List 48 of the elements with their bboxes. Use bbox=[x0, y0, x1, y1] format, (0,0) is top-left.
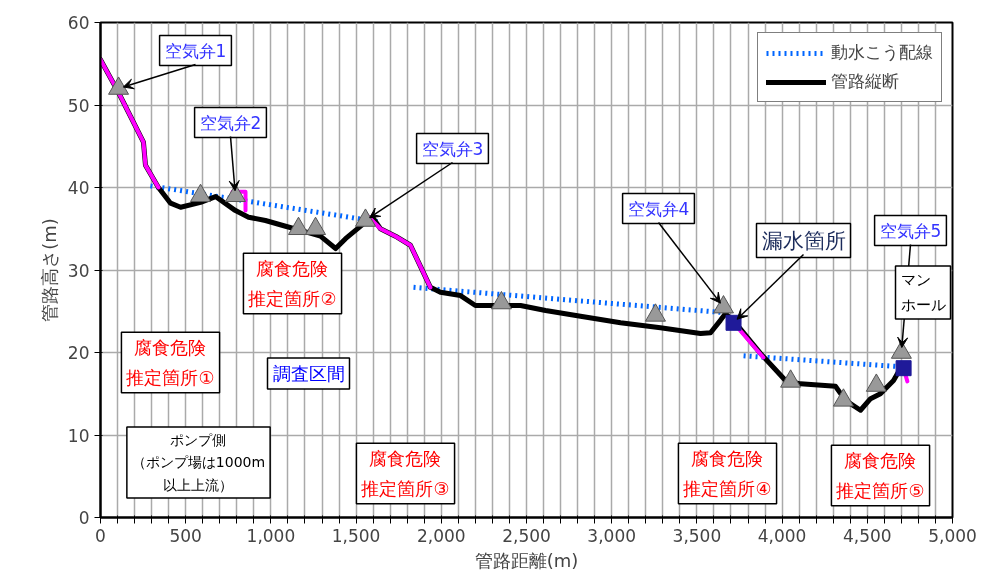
annotation: 空気弁4 bbox=[627, 198, 690, 219]
x-tick-label: 5,000 bbox=[928, 525, 977, 546]
annotation: ポンプ側（ポンプ場は1000m以上上流） bbox=[131, 432, 266, 493]
point bbox=[712, 295, 734, 314]
x-tick-label: 500 bbox=[169, 525, 202, 546]
point bbox=[224, 183, 246, 203]
x-tick-label: 2,000 bbox=[416, 525, 466, 546]
x-tick-label: 3,000 bbox=[587, 525, 637, 546]
point bbox=[305, 216, 327, 236]
annotation: 空気弁5 bbox=[879, 220, 942, 241]
annotation: 空気弁2 bbox=[199, 112, 262, 133]
legend-label: 管路縦断 bbox=[831, 70, 899, 93]
point bbox=[780, 369, 802, 388]
x-tick-label: 0 bbox=[95, 525, 106, 546]
y-tick-label: 10 bbox=[67, 425, 90, 446]
y-tick-label: 0 bbox=[78, 508, 90, 528]
annotation: 腐食危険推定箇所② bbox=[248, 258, 337, 309]
point bbox=[288, 216, 309, 236]
y-tick-label: 50 bbox=[67, 95, 90, 116]
x-tick-label: 4,500 bbox=[842, 525, 892, 546]
x-tick-label: 1,000 bbox=[246, 525, 296, 546]
annotation: 腐食危険推定箇所④ bbox=[683, 448, 772, 499]
x-tick-label: 2,500 bbox=[502, 525, 551, 546]
x-tick-label: 4,000 bbox=[757, 525, 807, 546]
legend-label: 動水こう配線 bbox=[831, 41, 933, 64]
x-axis-title: 管路距離(m) bbox=[474, 549, 579, 571]
annotation: マンホール bbox=[900, 270, 946, 315]
x-tick-label: 1,500 bbox=[331, 525, 381, 546]
annotation: 腐食危険推定箇所③ bbox=[361, 448, 450, 499]
point bbox=[354, 208, 376, 227]
x-tick-label: 3,500 bbox=[672, 525, 722, 546]
annotation: 空気弁1 bbox=[164, 40, 227, 61]
annotation: 腐食危険推定箇所⑤ bbox=[836, 450, 925, 501]
point bbox=[108, 76, 130, 95]
y-tick-label: 20 bbox=[67, 343, 90, 363]
point bbox=[190, 183, 212, 203]
point bbox=[490, 290, 512, 310]
point bbox=[832, 388, 854, 407]
annotation: 空気弁3 bbox=[421, 138, 484, 159]
annotation: 漏水箇所 bbox=[761, 228, 846, 253]
y-tick-label: 40 bbox=[67, 178, 90, 198]
annotation: 腐食危険推定箇所① bbox=[126, 337, 215, 388]
y-tick-label: 30 bbox=[67, 260, 90, 281]
y-tick-label: 60 bbox=[67, 13, 90, 33]
y-axis-title: 管路高さ(m) bbox=[38, 218, 60, 322]
point bbox=[865, 373, 887, 392]
point bbox=[644, 303, 666, 322]
annotation: 調査区間 bbox=[272, 363, 345, 384]
